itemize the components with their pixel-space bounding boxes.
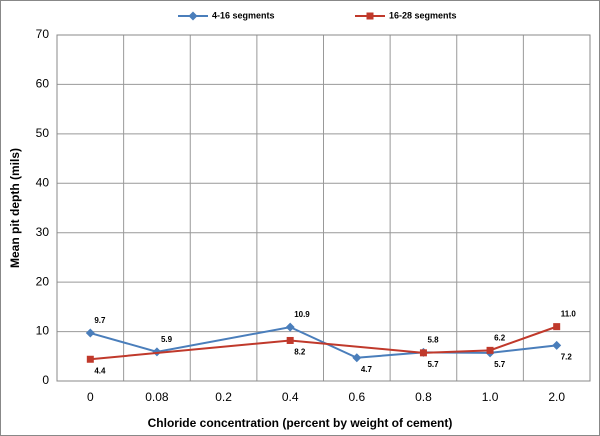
marker [486, 346, 494, 354]
marker [86, 355, 94, 363]
data-label: 5.7 [427, 360, 439, 369]
data-label: 8.2 [294, 348, 306, 357]
y-tick-label: 20 [36, 274, 50, 288]
marker [285, 322, 295, 332]
marker [85, 328, 95, 338]
x-axis-title: Chloride concentration (percent by weigh… [148, 416, 453, 430]
plot-border [56, 34, 591, 382]
marker [553, 323, 561, 331]
data-label: 9.7 [94, 316, 106, 325]
y-tick-label: 40 [36, 175, 50, 189]
x-tick-label: 0.4 [282, 390, 299, 404]
x-tick-label: 0 [87, 390, 94, 404]
data-label: 4.7 [361, 365, 373, 374]
legend-label: 4-16 segments [212, 10, 275, 20]
y-tick-label: 30 [36, 225, 50, 239]
marker [552, 340, 562, 350]
data-label: 4.4 [94, 366, 106, 375]
x-tick-label: 2.0 [548, 390, 565, 404]
data-label: 7.2 [561, 353, 573, 362]
data-label: 6.2 [494, 333, 506, 342]
y-tick-label: 60 [36, 77, 50, 91]
x-tick-label: 1.0 [482, 390, 499, 404]
legend-label: 16-28 segments [389, 10, 457, 20]
y-tick-label: 0 [42, 373, 49, 387]
marker [352, 353, 362, 363]
data-label: 5.9 [161, 335, 173, 344]
marker [419, 349, 427, 357]
legend-marker [366, 12, 374, 20]
y-tick-label: 50 [36, 126, 50, 140]
data-label: 11.0 [561, 310, 577, 319]
y-axis-title: Mean pit depth (mils) [8, 148, 22, 268]
x-tick-label: 0.6 [348, 390, 365, 404]
data-label: 10.9 [294, 310, 310, 319]
x-tick-label: 0.08 [145, 390, 169, 404]
data-label: 5.8 [427, 335, 439, 344]
data-label: 5.7 [494, 360, 506, 369]
marker [286, 336, 294, 344]
y-tick-label: 70 [36, 27, 50, 41]
legend-marker [188, 11, 198, 21]
x-tick-label: 0.2 [215, 390, 232, 404]
y-tick-label: 10 [36, 324, 50, 338]
x-tick-label: 0.8 [415, 390, 432, 404]
